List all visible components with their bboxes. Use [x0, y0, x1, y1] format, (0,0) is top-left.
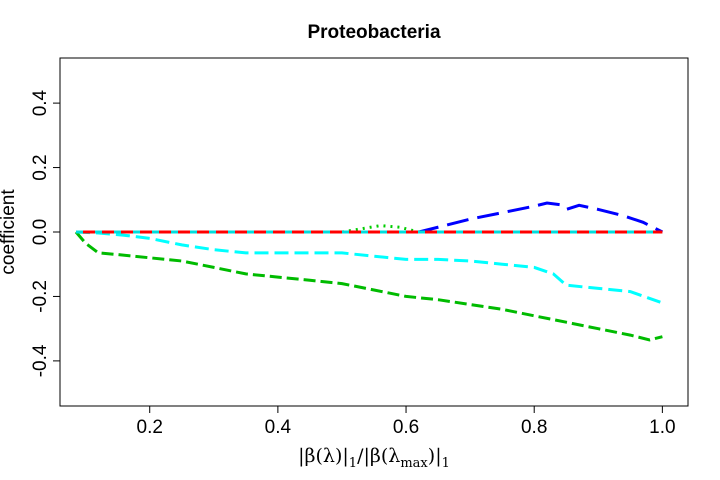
y-tick-label: 0.0 [30, 219, 51, 245]
x-label-close-paren: ) [428, 445, 435, 467]
x-axis: 0.2 0.4 0.6 0.8 1.0 [137, 405, 676, 438]
series-line-5 [74, 231, 663, 342]
x-label-beta-lambda: β(λ) [305, 445, 343, 467]
x-tick-label: 0.8 [521, 417, 547, 438]
y-axis-label: coefficient [0, 189, 19, 275]
x-label-subscript-1: 1 [349, 456, 357, 471]
y-tick-label: 0.4 [30, 89, 51, 116]
x-tick-label: 1.0 [649, 417, 675, 438]
x-label-slash: / [357, 445, 364, 467]
x-tick-label: 0.6 [393, 417, 419, 438]
x-label-bar-3: | [363, 445, 369, 467]
series-line-3 [76, 201, 664, 234]
x-label-beta-lambda-max: β(λ [370, 445, 400, 467]
y-tick-label: 0.2 [30, 154, 51, 180]
y-axis: -0.4 -0.2 0.0 0.2 0.4 [30, 89, 61, 377]
chart-title: Proteobacteria [307, 22, 440, 43]
series-line-4 [75, 230, 663, 305]
x-label-bar-4: | [435, 445, 441, 467]
x-axis-label: |β(λ)|1/|β(λmax)|1 [298, 445, 450, 471]
x-label-bar-2: | [342, 445, 348, 467]
y-tick-label: -0.2 [30, 280, 51, 313]
y-tick-label: -0.4 [30, 344, 51, 377]
x-label-bar-1: | [298, 445, 304, 467]
x-label-subscript-2: 1 [442, 456, 450, 471]
x-label-subscript-max: max [400, 456, 428, 471]
series-layer [74, 201, 664, 342]
x-tick-label: 0.4 [265, 417, 292, 438]
x-tick-label: 0.2 [137, 417, 163, 438]
